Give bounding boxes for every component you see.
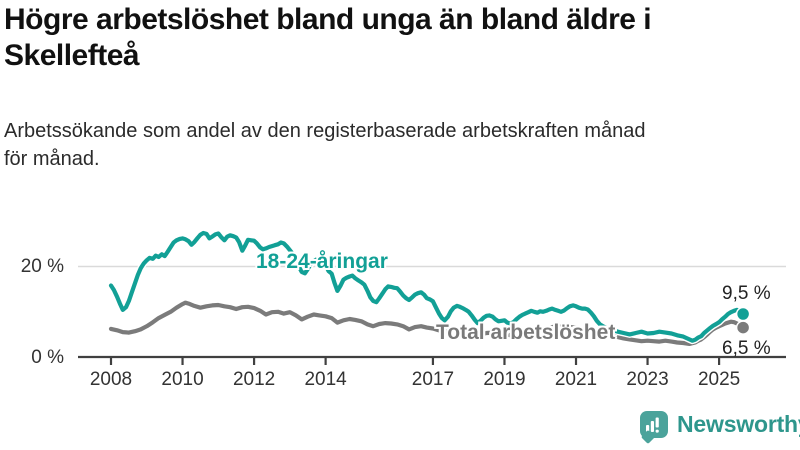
chart-subtitle-line-1: Arbetssökande som andel av den registerb… (4, 120, 646, 142)
x-tick-label-2014: 2014 (304, 369, 347, 390)
series-label-young: 18-24-åringar (256, 250, 388, 273)
x-tick-label-2008: 2008 (89, 369, 133, 390)
x-tick-label-2025: 2025 (697, 369, 741, 390)
x-tick-label-2017: 2017 (411, 369, 455, 390)
end-dot-total (735, 320, 751, 335)
page-title-line-2: Skellefteå (4, 39, 140, 72)
chart-subtitle-line-2: för månad. (4, 148, 100, 170)
x-tick-label-2010: 2010 (161, 369, 204, 390)
series-line-young (108, 230, 746, 343)
end-dot-young (735, 306, 751, 322)
x-tick-label-2019: 2019 (483, 369, 526, 390)
chart-subtitle: Arbetssökande som andel av den registerb… (4, 117, 784, 173)
series-line-casing-total (107, 299, 747, 348)
end-value-total: 6,5 % (722, 338, 771, 359)
y-axis-label-20: 20 % (20, 256, 64, 277)
series-label-total: Total arbetslöshet (436, 321, 616, 344)
newsworthy-logo-icon (640, 411, 668, 438)
bar-chart-icon (646, 417, 659, 433)
page-title-line-1: Högre arbetslöshet bland unga än bland ä… (4, 3, 652, 36)
x-tick-label-2021: 2021 (554, 369, 598, 390)
y-axis-label-0: 0 % (31, 347, 64, 368)
x-tick-label-2023: 2023 (626, 369, 669, 390)
x-tick-label-2012: 2012 (232, 369, 276, 390)
newsworthy-brand-link[interactable]: Newsworthy (640, 411, 800, 438)
page-title: Högre arbetslöshet bland unga än bland ä… (4, 2, 796, 74)
series-line-total (108, 300, 746, 346)
end-value-young: 9,5 % (722, 283, 771, 304)
newsworthy-brand-text: Newsworthy (677, 411, 800, 437)
